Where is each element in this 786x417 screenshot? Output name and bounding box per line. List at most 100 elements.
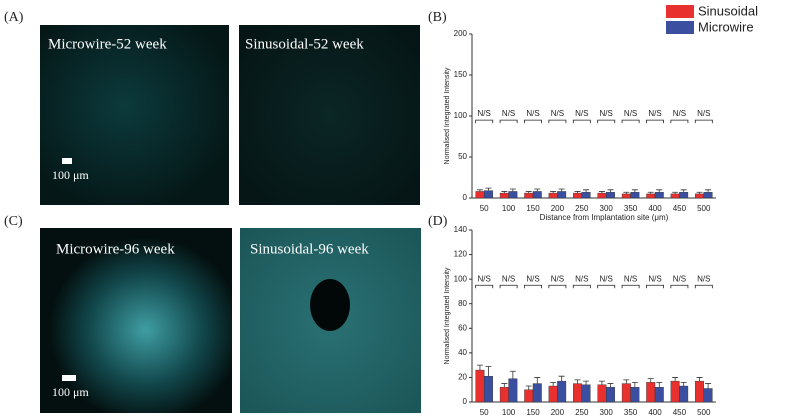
image	[40, 228, 232, 413]
annotation: N/S	[575, 274, 588, 283]
y-tick-label: 20	[458, 373, 467, 382]
scale-label: 100 μm	[52, 168, 89, 182]
y-tick-label: 100	[454, 111, 468, 120]
error-bar	[680, 189, 687, 193]
bar	[646, 193, 656, 199]
annotation: N/S	[600, 274, 613, 283]
x-tick-label: 150	[526, 204, 540, 213]
x-tick-label: 450	[673, 204, 687, 213]
significance-bracket	[572, 284, 591, 289]
annotation: N/S	[697, 274, 710, 283]
error-bar	[696, 377, 703, 382]
error-bar	[696, 191, 703, 194]
bar	[484, 190, 493, 199]
bar	[581, 384, 591, 403]
bar	[606, 387, 615, 403]
annotation: N/S	[673, 109, 686, 118]
error-bar	[534, 188, 541, 192]
bar	[703, 388, 713, 403]
significance-bracket	[524, 284, 542, 289]
x-tick-label: 500	[697, 408, 711, 417]
bar	[499, 192, 509, 199]
error-bar	[534, 377, 541, 384]
y-axis-label: Normalised Integrated Intensity	[444, 267, 451, 364]
x-tick-label: 50	[480, 408, 489, 417]
significance-bracket	[646, 284, 664, 289]
bar	[646, 382, 656, 403]
bar	[597, 384, 607, 403]
bar	[695, 193, 705, 199]
error-bar	[485, 365, 492, 377]
significance-bracket	[646, 119, 664, 124]
annotation: N/S	[673, 274, 686, 283]
implant-hole	[310, 279, 350, 331]
error-bar	[672, 377, 679, 382]
legend-swatch	[666, 21, 694, 34]
bar	[508, 191, 518, 199]
x-tick-label: 400	[648, 408, 662, 417]
x-tick-label: 300	[600, 204, 614, 213]
x-tick-label: 200	[551, 204, 565, 213]
legend-label: Microwire	[698, 19, 754, 34]
error-bar	[656, 381, 663, 388]
panel-label: (D)	[428, 214, 448, 229]
x-axis-label: Distance from Implantation site (μm)	[540, 213, 669, 222]
error-bar	[598, 380, 605, 385]
annotation: N/S	[648, 109, 661, 118]
error-bar	[598, 191, 605, 194]
y-tick-label: 0	[463, 193, 468, 202]
caption: Sinusoidal-52 week	[245, 36, 364, 52]
bar	[557, 191, 567, 199]
x-tick-label: 100	[502, 204, 516, 213]
bar	[532, 383, 542, 403]
error-bar	[558, 188, 565, 192]
error-bar	[672, 191, 679, 194]
caption: Microwire-52 week	[48, 36, 167, 52]
error-bar	[501, 383, 508, 388]
significance-bracket	[694, 284, 713, 289]
error-bar	[509, 188, 516, 192]
significance-bracket	[524, 119, 542, 124]
caption: Sinusoidal-96 week	[250, 241, 369, 257]
annotation: N/S	[478, 274, 491, 283]
y-tick-label: 150	[454, 70, 468, 79]
bar	[606, 192, 615, 199]
scale-bar	[62, 158, 72, 164]
bar	[475, 369, 485, 403]
bar	[475, 191, 485, 199]
x-tick-label: 350	[624, 204, 638, 213]
legend-label: Sinusoidal	[698, 3, 758, 18]
image	[40, 25, 229, 205]
y-tick-label: 50	[458, 152, 467, 161]
error-bar	[583, 189, 590, 193]
y-tick-label: 120	[454, 250, 468, 259]
error-bar	[525, 191, 532, 194]
bar	[670, 380, 680, 403]
significance-bracket	[694, 119, 713, 124]
error-bar	[631, 381, 638, 388]
error-bar	[574, 379, 581, 384]
bar	[621, 193, 631, 199]
y-tick-label: 100	[454, 274, 468, 283]
error-bar	[623, 379, 630, 384]
bar	[508, 378, 518, 403]
significance-bracket	[670, 284, 689, 289]
error-bar	[583, 380, 590, 385]
significance-bracket	[572, 119, 591, 124]
error-bar	[485, 187, 492, 191]
error-bar	[550, 381, 557, 387]
bar	[654, 192, 664, 199]
y-tick-label: 0	[463, 397, 468, 406]
x-tick-label: 100	[502, 408, 516, 417]
caption: Microwire-96 week	[56, 241, 175, 257]
significance-bracket	[548, 119, 567, 124]
error-bar	[501, 191, 508, 194]
x-tick-label: 200	[551, 408, 565, 417]
bar	[654, 387, 664, 403]
y-tick-label: 40	[458, 348, 467, 357]
annotation: N/S	[551, 274, 564, 283]
error-bar	[607, 383, 614, 388]
x-tick-label: 50	[480, 204, 489, 213]
micrographs	[40, 25, 421, 413]
y-tick-label: 200	[454, 29, 468, 38]
